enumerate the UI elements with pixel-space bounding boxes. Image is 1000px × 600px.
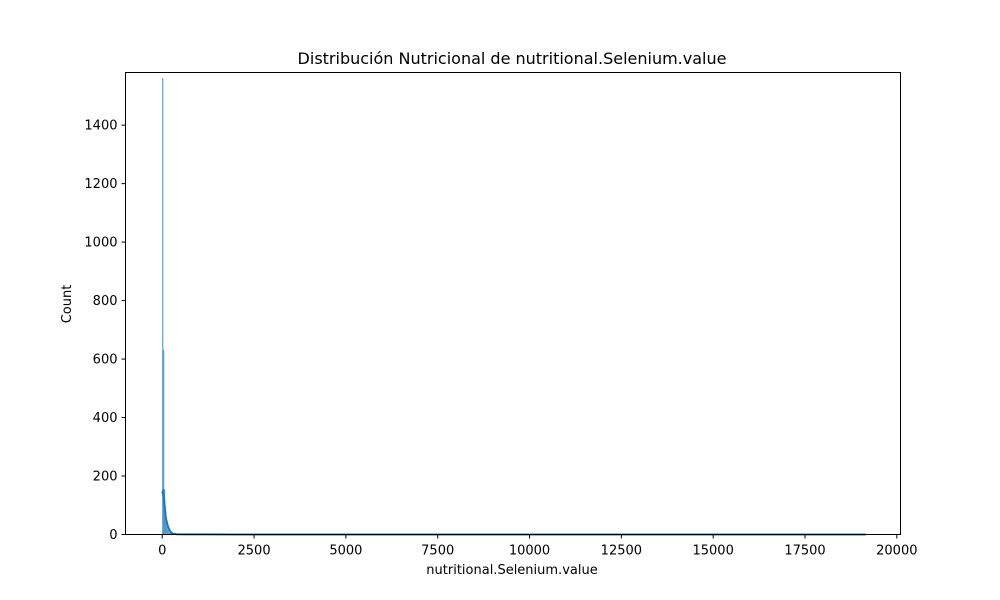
y-tick-label: 400 xyxy=(93,411,118,426)
y-tick-label: 1200 xyxy=(84,177,117,192)
y-tick-label: 600 xyxy=(93,353,118,368)
y-tick-label: 0 xyxy=(109,528,117,543)
y-axis-ticks: 0 200 400 600 800 1000 1200 1400 xyxy=(84,119,126,543)
kde-curve xyxy=(161,489,866,536)
histogram-bars xyxy=(161,78,174,535)
x-tick-label: 0 xyxy=(158,544,166,559)
plot-area-frame xyxy=(125,72,901,535)
x-tick-label: 15000 xyxy=(692,544,733,559)
x-axis-label: nutritional.Selenium.value xyxy=(426,563,597,578)
x-tick-label: 7500 xyxy=(421,544,454,559)
y-tick-label: 1000 xyxy=(84,236,117,251)
x-tick-label: 2500 xyxy=(238,544,271,559)
y-tick-label: 200 xyxy=(93,470,118,485)
x-tick-label: 12500 xyxy=(601,544,642,559)
x-tick-label: 20000 xyxy=(876,544,917,559)
x-tick-label: 17500 xyxy=(784,544,825,559)
y-tick-label: 1400 xyxy=(84,119,117,134)
y-axis-label: Count xyxy=(60,285,75,324)
chart-title: Distribución Nutricional de nutritional.… xyxy=(298,49,727,68)
kde-line xyxy=(161,489,866,536)
y-tick-label: 800 xyxy=(93,294,118,309)
x-tick-label: 10000 xyxy=(509,544,550,559)
x-tick-label: 5000 xyxy=(329,544,362,559)
x-axis-ticks: 0 2500 5000 7500 10000 12500 15000 17500 20000 xyxy=(158,534,918,559)
